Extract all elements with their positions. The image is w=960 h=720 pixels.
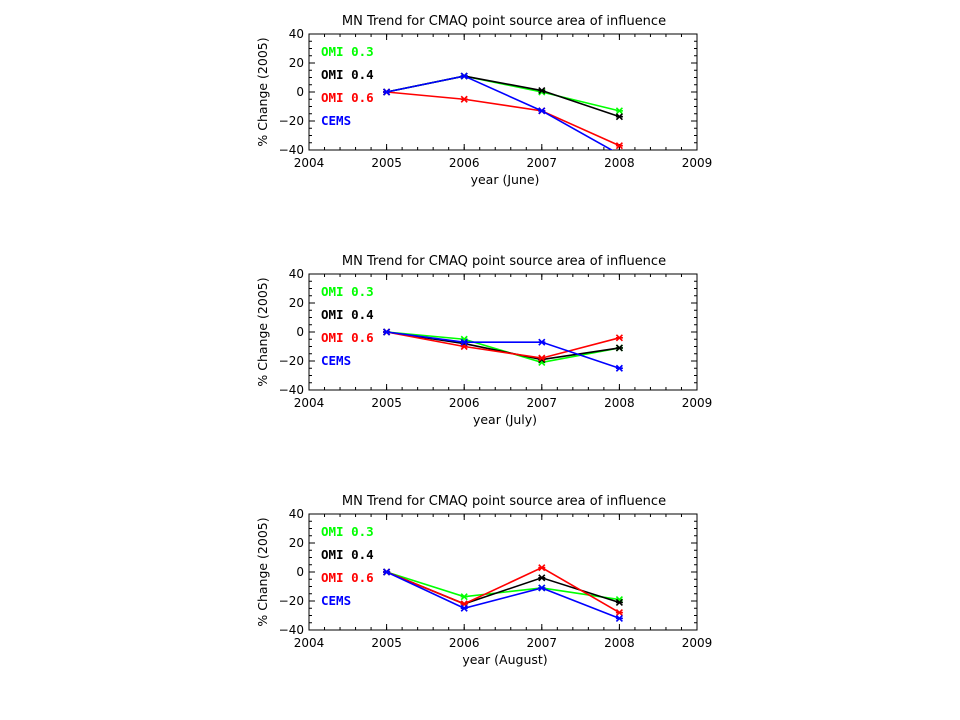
- data-point: [460, 95, 468, 103]
- series-line-cems: [386, 331, 620, 370]
- legend-entry: OMI 0.4: [321, 67, 374, 82]
- x-tick-label: 2008: [604, 636, 635, 650]
- y-tick-label: 20: [289, 536, 304, 550]
- data-point: [460, 604, 468, 612]
- data-point: [615, 107, 623, 115]
- series-line-omi-0-6: [386, 566, 620, 614]
- series-line-omi-0-6: [386, 331, 620, 359]
- legend-entry: OMI 0.3: [321, 524, 374, 539]
- y-axis-label: % Change (2005): [255, 277, 270, 386]
- series-group: [383, 564, 623, 622]
- data-point: [615, 334, 623, 342]
- legend-entry: OMI 0.4: [321, 307, 374, 322]
- data-point: [383, 568, 391, 576]
- y-tick-label: 20: [289, 296, 304, 310]
- y-axis-label: % Change (2005): [255, 37, 270, 146]
- legend-entry: OMI 0.3: [321, 44, 374, 59]
- chart-panel-2: MN Trend for CMAQ point source area of i…: [255, 254, 712, 427]
- data-point: [615, 364, 623, 372]
- data-point: [460, 593, 468, 601]
- y-tick-label: 0: [296, 85, 304, 99]
- x-tick-label: 2009: [682, 636, 713, 650]
- legend-entry: CEMS: [321, 353, 351, 368]
- legend-entry: OMI 0.6: [321, 90, 374, 105]
- x-tick-label: 2005: [371, 156, 402, 170]
- y-tick-label: 20: [289, 56, 304, 70]
- data-point: [538, 574, 546, 582]
- data-point: [538, 564, 546, 572]
- x-tick-label: 2007: [527, 396, 558, 410]
- legend-entry: CEMS: [321, 113, 351, 128]
- legend-entry: OMI 0.3: [321, 284, 374, 299]
- y-tick-label: −40: [279, 383, 304, 397]
- x-tick-label: 2004: [294, 396, 325, 410]
- legend-entry: OMI 0.6: [321, 330, 374, 345]
- legend-entry: OMI 0.4: [321, 547, 374, 562]
- x-axis-label: year (August): [462, 652, 547, 667]
- y-tick-label: −20: [279, 354, 304, 368]
- series-line-cems: [386, 571, 620, 620]
- y-tick-label: −20: [279, 594, 304, 608]
- y-tick-label: −40: [279, 143, 304, 157]
- data-point: [538, 354, 546, 362]
- data-point: [538, 107, 546, 115]
- x-tick-label: 2008: [604, 156, 635, 170]
- y-tick-label: 40: [289, 267, 304, 281]
- series-line-cems: [386, 75, 614, 150]
- data-point: [538, 584, 546, 592]
- x-axis-label: year (June): [471, 172, 540, 187]
- chart-panel-3: MN Trend for CMAQ point source area of i…: [255, 494, 712, 667]
- data-point: [460, 72, 468, 80]
- series-line-omi-0-4: [386, 75, 620, 118]
- series-group: [383, 72, 623, 150]
- x-tick-label: 2006: [449, 156, 480, 170]
- y-tick-label: −20: [279, 114, 304, 128]
- data-point: [615, 609, 623, 617]
- data-point: [615, 113, 623, 121]
- x-tick-label: 2007: [527, 636, 558, 650]
- chart-title: MN Trend for CMAQ point source area of i…: [342, 254, 666, 269]
- x-tick-label: 2006: [449, 396, 480, 410]
- x-tick-label: 2006: [449, 636, 480, 650]
- x-axis-label: year (July): [473, 412, 537, 427]
- data-point: [538, 338, 546, 346]
- legend-entry: CEMS: [321, 593, 351, 608]
- chart-title: MN Trend for CMAQ point source area of i…: [342, 494, 666, 509]
- x-tick-label: 2009: [682, 396, 713, 410]
- series-group: [383, 328, 623, 372]
- legend-entry: OMI 0.6: [321, 570, 374, 585]
- data-point: [615, 614, 623, 622]
- y-tick-label: 0: [296, 325, 304, 339]
- data-point: [383, 328, 391, 336]
- y-tick-label: 40: [289, 507, 304, 521]
- x-tick-label: 2005: [371, 396, 402, 410]
- x-tick-label: 2004: [294, 156, 325, 170]
- chart-panel-1: MN Trend for CMAQ point source area of i…: [255, 14, 712, 187]
- y-tick-label: 0: [296, 565, 304, 579]
- y-axis-label: % Change (2005): [255, 517, 270, 626]
- x-tick-label: 2004: [294, 636, 325, 650]
- data-point: [383, 88, 391, 96]
- data-point: [615, 344, 623, 352]
- x-tick-label: 2005: [371, 636, 402, 650]
- x-tick-label: 2009: [682, 156, 713, 170]
- y-tick-label: −40: [279, 623, 304, 637]
- x-tick-label: 2007: [527, 156, 558, 170]
- chart-title: MN Trend for CMAQ point source area of i…: [342, 14, 666, 29]
- data-point: [615, 142, 623, 150]
- series-line-omi-0-6: [386, 91, 620, 147]
- data-point: [615, 598, 623, 607]
- x-tick-label: 2008: [604, 396, 635, 410]
- series-line-omi-0-3: [386, 571, 620, 601]
- y-tick-label: 40: [289, 27, 304, 41]
- data-point: [460, 338, 468, 346]
- data-point: [538, 86, 546, 95]
